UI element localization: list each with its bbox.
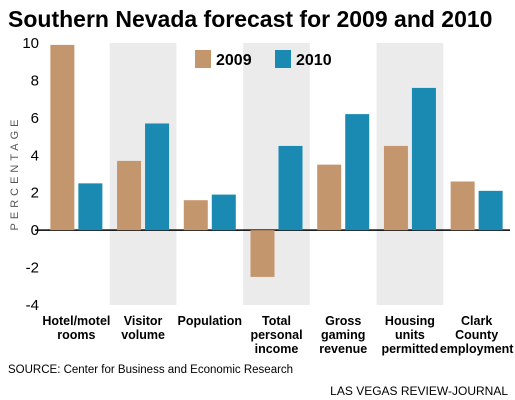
legend-label-2010: 2010 xyxy=(296,52,332,69)
bar-2009 xyxy=(183,200,208,231)
category-label: Total personal income xyxy=(250,314,302,356)
category-label: Clark County employment xyxy=(440,314,514,356)
bar-2010 xyxy=(411,87,436,231)
y-tick-label: -4 xyxy=(26,297,39,314)
bar-2009 xyxy=(450,181,475,231)
category-label: Housing units permitted xyxy=(381,314,438,356)
category-label: Hotel/motel rooms xyxy=(42,314,110,342)
category-label: Visitor volume xyxy=(121,314,165,342)
bar-2009 xyxy=(117,160,142,231)
y-tick-labels: 10 8 6 4 2 0 -2 -4 xyxy=(22,35,39,314)
legend-swatch-2010 xyxy=(275,50,291,68)
category-labels: Hotel/motel rooms Visitor volume Population T… xyxy=(42,314,514,356)
bar-2009 xyxy=(317,164,342,231)
y-tick-label: 2 xyxy=(31,185,39,202)
chart-title: Southern Nevada forecast for 2009 and 20… xyxy=(8,6,492,32)
legend-label-2009: 2009 xyxy=(216,52,252,69)
y-tick-label: 4 xyxy=(31,147,39,164)
source-note: SOURCE: Center for Business and Economic… xyxy=(8,364,293,376)
y-tick-label: 10 xyxy=(22,35,39,52)
y-tick-label: 0 xyxy=(31,222,39,239)
y-tick-label: -2 xyxy=(26,260,39,277)
category-label: Population xyxy=(177,314,242,328)
bar-2010 xyxy=(211,194,236,231)
category-label: Gross gaming revenue xyxy=(319,314,367,356)
bar-2009 xyxy=(50,44,75,231)
y-axis-label: PERCENTAGE xyxy=(9,116,21,231)
legend: 2009 2010 xyxy=(195,50,332,69)
legend-swatch-2009 xyxy=(195,50,211,68)
bar-2010 xyxy=(278,145,303,231)
y-tick-label: 6 xyxy=(31,110,39,127)
bar-2009 xyxy=(383,145,408,231)
bars xyxy=(50,44,503,277)
bar-2010 xyxy=(145,123,170,231)
y-tick-label: 8 xyxy=(31,72,39,89)
bar-2010 xyxy=(345,114,370,231)
credit-line: LAS VEGAS REVIEW-JOURNAL xyxy=(330,384,508,398)
bar-2010 xyxy=(478,190,503,231)
bar-2009 xyxy=(250,230,275,277)
bar-2010 xyxy=(78,183,103,231)
